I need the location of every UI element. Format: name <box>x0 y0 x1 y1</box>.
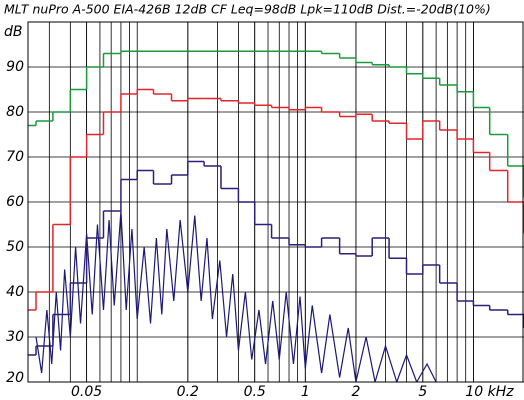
spectrum-line <box>35 210 437 382</box>
plot-frame <box>27 21 524 383</box>
x-tick-label: 5 <box>418 384 427 400</box>
y-tick-label: 60 <box>6 194 24 210</box>
y-tick-label: 90 <box>6 59 24 75</box>
y-tick-label: 50 <box>6 239 24 255</box>
chart-title: MLT nuPro A-500 EIA-426B 12dB CF Leq=98d… <box>4 2 491 17</box>
x-tick-label: 10 kHz <box>465 384 514 400</box>
x-tick-label: 2 <box>351 384 360 400</box>
y-tick-label: 30 <box>6 329 24 345</box>
y-tick-label: 20 <box>6 370 24 386</box>
y-axis-label: dB <box>4 24 23 40</box>
y-tick-label: 40 <box>6 284 24 300</box>
x-tick-label: 0.2 <box>177 384 199 400</box>
x-tick-label: 0.05 <box>71 384 102 400</box>
y-tick-label: 70 <box>6 149 24 165</box>
y-tick-label: 80 <box>6 104 24 120</box>
x-tick-label: 1 <box>301 384 310 400</box>
x-tick-label: 0.5 <box>244 384 266 400</box>
